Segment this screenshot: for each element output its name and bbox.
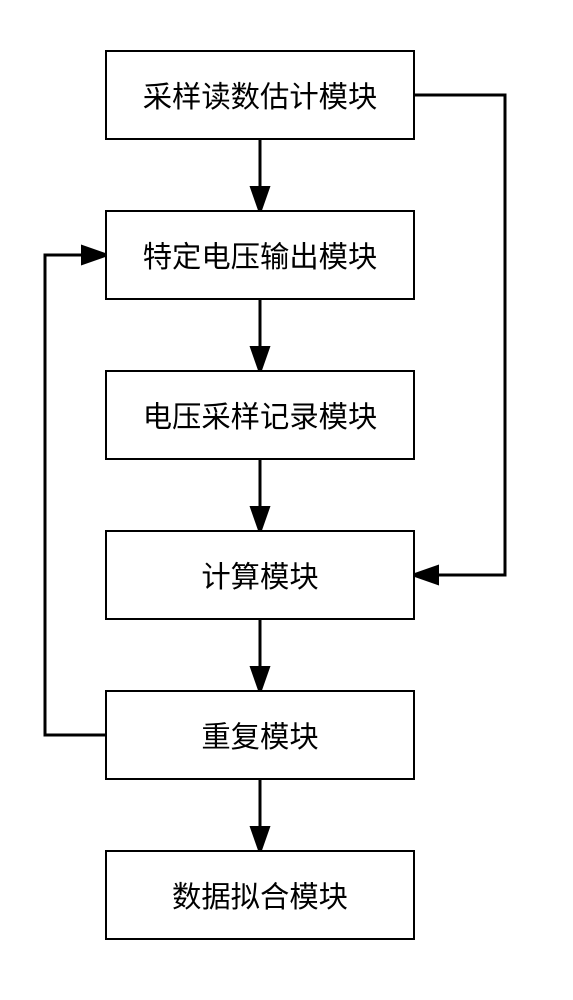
- flowchart-node: 数据拟合模块: [105, 850, 415, 940]
- flowchart-node: 特定电压输出模块: [105, 210, 415, 300]
- flowchart-node: 重复模块: [105, 690, 415, 780]
- flowchart-node: 采样读数估计模块: [105, 50, 415, 140]
- flowchart-node: 电压采样记录模块: [105, 370, 415, 460]
- flowchart-node-label: 计算模块: [201, 554, 318, 596]
- flowchart-edge: [415, 95, 505, 575]
- flowchart-node-label: 采样读数估计模块: [143, 74, 378, 116]
- flowchart-edge: [45, 255, 105, 735]
- flowchart-node-label: 数据拟合模块: [172, 874, 348, 916]
- flowchart-node-label: 特定电压输出模块: [143, 234, 378, 276]
- flowchart-node-label: 电压采样记录模块: [143, 394, 378, 436]
- flowchart-node: 计算模块: [105, 530, 415, 620]
- flowchart-node-label: 重复模块: [201, 714, 318, 756]
